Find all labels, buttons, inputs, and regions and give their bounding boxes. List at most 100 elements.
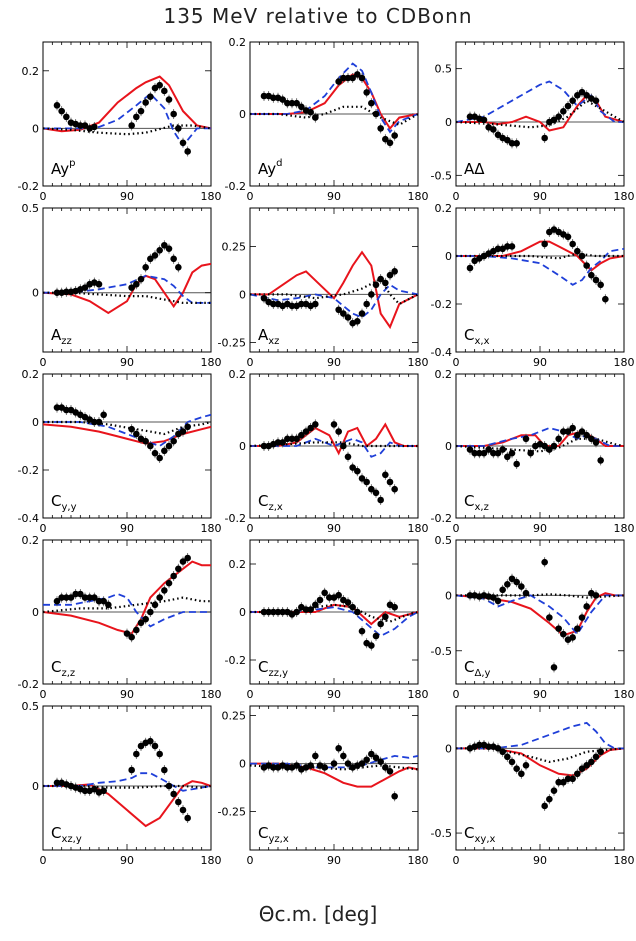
curve-dashed bbox=[43, 593, 211, 628]
y-tick-label: -0.2 bbox=[18, 678, 39, 691]
y-tick-label: 0 bbox=[239, 108, 246, 121]
data-point bbox=[77, 590, 84, 598]
data-point bbox=[137, 275, 145, 283]
panel-frame bbox=[42, 207, 212, 353]
series-group bbox=[456, 557, 624, 673]
data-point bbox=[550, 787, 558, 795]
y-tick-label: 0 bbox=[445, 742, 452, 755]
data-point bbox=[391, 792, 398, 800]
x-tick-label: 0 bbox=[247, 688, 254, 701]
data-point bbox=[156, 247, 163, 254]
data-point bbox=[151, 449, 159, 457]
x-tick-label: 180 bbox=[201, 854, 222, 867]
curve-solid bbox=[456, 747, 624, 777]
data-point bbox=[588, 435, 595, 443]
series-group bbox=[43, 736, 211, 828]
x-tick-label: 0 bbox=[453, 522, 460, 535]
series-group bbox=[250, 587, 418, 651]
panel-11: 0.5 0 -0.5 0 90 180 CΔ,y bbox=[431, 534, 635, 701]
data-point bbox=[541, 134, 548, 142]
data-point bbox=[344, 760, 352, 767]
data-point bbox=[499, 586, 506, 594]
data-point bbox=[550, 664, 558, 671]
data-point bbox=[560, 630, 567, 638]
data-point bbox=[602, 295, 609, 303]
data-point bbox=[312, 421, 319, 428]
data-point bbox=[574, 247, 581, 255]
data-point bbox=[391, 132, 398, 139]
data-point bbox=[485, 446, 492, 453]
y-tick-label: 0 bbox=[32, 416, 39, 429]
data-point bbox=[574, 92, 581, 99]
data-point bbox=[288, 302, 296, 310]
data-point bbox=[344, 74, 352, 82]
x-tick-label: 0 bbox=[453, 854, 460, 867]
data-point bbox=[592, 592, 600, 599]
data-point bbox=[499, 446, 506, 453]
data-point bbox=[170, 790, 177, 798]
data-point bbox=[312, 114, 319, 121]
curve-dashed bbox=[250, 606, 418, 638]
data-point bbox=[386, 139, 394, 147]
data-point bbox=[179, 139, 187, 147]
data-point bbox=[307, 606, 314, 613]
data-point bbox=[377, 125, 384, 132]
data-point bbox=[284, 99, 291, 107]
x-tick-label: 90 bbox=[327, 190, 341, 203]
data-point bbox=[597, 281, 604, 289]
data-point bbox=[161, 766, 168, 774]
y-tick-label: 0 bbox=[32, 122, 39, 135]
panel-frame bbox=[455, 705, 625, 851]
data-point bbox=[335, 428, 342, 435]
x-tick-label: 0 bbox=[247, 522, 254, 535]
data-point bbox=[555, 435, 562, 443]
data-point bbox=[569, 240, 576, 248]
curve-solid bbox=[456, 240, 624, 272]
curve-solid bbox=[43, 75, 211, 133]
data-point bbox=[358, 627, 366, 635]
data-point bbox=[541, 802, 548, 810]
data-point bbox=[307, 424, 314, 432]
data-point bbox=[133, 626, 140, 634]
data-point bbox=[260, 294, 268, 302]
series-group bbox=[456, 80, 624, 149]
data-point bbox=[564, 233, 572, 241]
x-tick-label: 180 bbox=[408, 854, 429, 867]
data-point bbox=[382, 135, 389, 143]
data-point bbox=[368, 291, 375, 298]
data-point bbox=[583, 262, 590, 269]
data-point bbox=[508, 140, 516, 147]
data-point bbox=[335, 744, 342, 752]
data-point bbox=[368, 750, 375, 758]
data-point bbox=[592, 97, 600, 104]
observable-label: Cz,x bbox=[258, 492, 283, 513]
data-point bbox=[522, 589, 530, 597]
x-tick-label: 180 bbox=[408, 356, 429, 369]
curve-dashed bbox=[456, 594, 624, 636]
data-point bbox=[165, 442, 173, 450]
y-tick-label: 0 bbox=[445, 589, 452, 602]
y-tick-label: -0.4 bbox=[18, 512, 39, 525]
curve-solid bbox=[250, 73, 418, 131]
series-group bbox=[250, 62, 418, 148]
data-point bbox=[298, 103, 305, 111]
data-point bbox=[307, 108, 314, 116]
data-point bbox=[560, 428, 567, 435]
data-point bbox=[165, 245, 173, 252]
data-point bbox=[91, 418, 98, 426]
data-point bbox=[128, 425, 135, 433]
data-point bbox=[578, 614, 586, 621]
data-point bbox=[386, 478, 394, 486]
data-point bbox=[569, 97, 576, 104]
series-group bbox=[43, 240, 211, 315]
data-point bbox=[335, 306, 342, 314]
observable-label: Cy,y bbox=[51, 492, 77, 513]
data-point bbox=[63, 113, 70, 121]
data-point bbox=[382, 613, 389, 621]
data-point bbox=[377, 620, 384, 628]
data-point bbox=[321, 764, 328, 771]
